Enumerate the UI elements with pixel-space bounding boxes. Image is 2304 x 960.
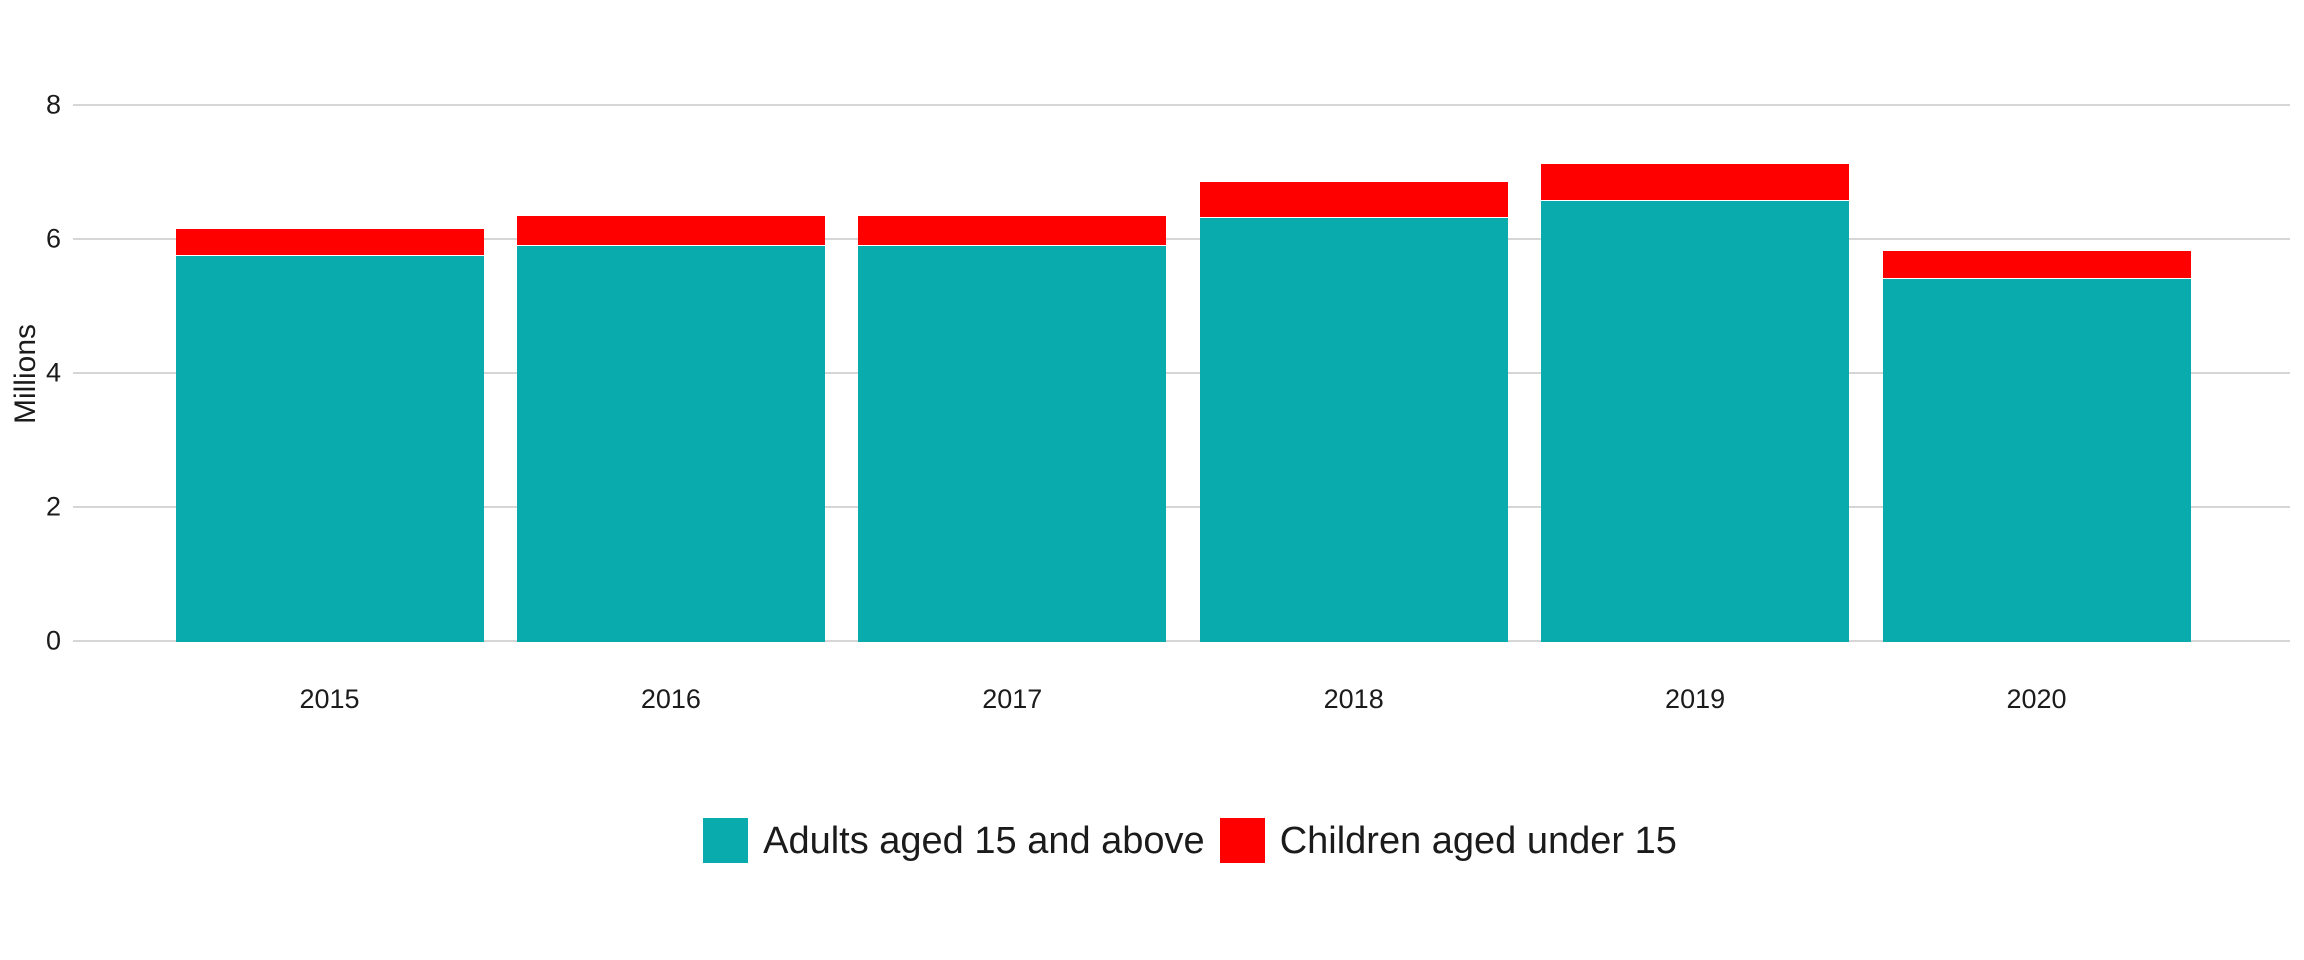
- y-tick-label-4: 4: [45, 357, 61, 388]
- bar-segment-2015-series-1[interactable]: [175, 228, 484, 256]
- gridline-8: [73, 104, 2290, 106]
- bar-segment-2019-series-0[interactable]: [1541, 201, 1850, 642]
- legend: Adults aged 15 and above Children aged un…: [38, 818, 2304, 863]
- bar-segment-2017-series-1[interactable]: [858, 216, 1167, 246]
- y-tick-label-2: 2: [45, 491, 61, 522]
- bar-segment-2018-series-1[interactable]: [1199, 182, 1508, 217]
- x-axis-label-2020: 2020: [2006, 684, 2067, 714]
- x-axis-label-2018: 2018: [1323, 684, 1384, 714]
- gridline-4: [73, 372, 2290, 374]
- bar-segment-2016-series-0[interactable]: [516, 246, 825, 642]
- bar-segment-2016-series-1[interactable]: [516, 215, 825, 246]
- bar-segment-2015-series-0[interactable]: [175, 256, 484, 642]
- x-axis-label-2019: 2019: [1665, 684, 1726, 714]
- bar-segment-2020-series-1[interactable]: [1882, 251, 2191, 278]
- gridline-6: [73, 238, 2290, 240]
- legend-swatch-series-1: [1219, 818, 1265, 863]
- gridline-2: [73, 506, 2290, 508]
- x-axis-label-2015: 2015: [299, 684, 360, 714]
- legend-swatch-series-0: [703, 818, 749, 863]
- y-tick-label-8: 8: [45, 89, 61, 120]
- gridline-0: [73, 640, 2290, 642]
- bar-segment-2017-series-0[interactable]: [858, 246, 1167, 642]
- x-axis-label-2017: 2017: [982, 684, 1043, 714]
- legend-item-series-1[interactable]: Children aged under 15: [1219, 818, 1677, 863]
- y-tick-label-0: 0: [45, 625, 61, 656]
- legend-label-series-1: Children aged under 15: [1279, 819, 1677, 862]
- bar-segment-2019-series-1[interactable]: [1541, 163, 1850, 201]
- y-tick-label-6: 6: [45, 223, 61, 254]
- bar-segment-2020-series-0[interactable]: [1882, 278, 2191, 642]
- legend-item-series-0[interactable]: Adults aged 15 and above: [703, 818, 1205, 863]
- x-axis-label-2016: 2016: [640, 684, 701, 714]
- legend-label-series-0: Adults aged 15 and above: [763, 819, 1205, 862]
- bar-segment-2018-series-0[interactable]: [1199, 217, 1508, 642]
